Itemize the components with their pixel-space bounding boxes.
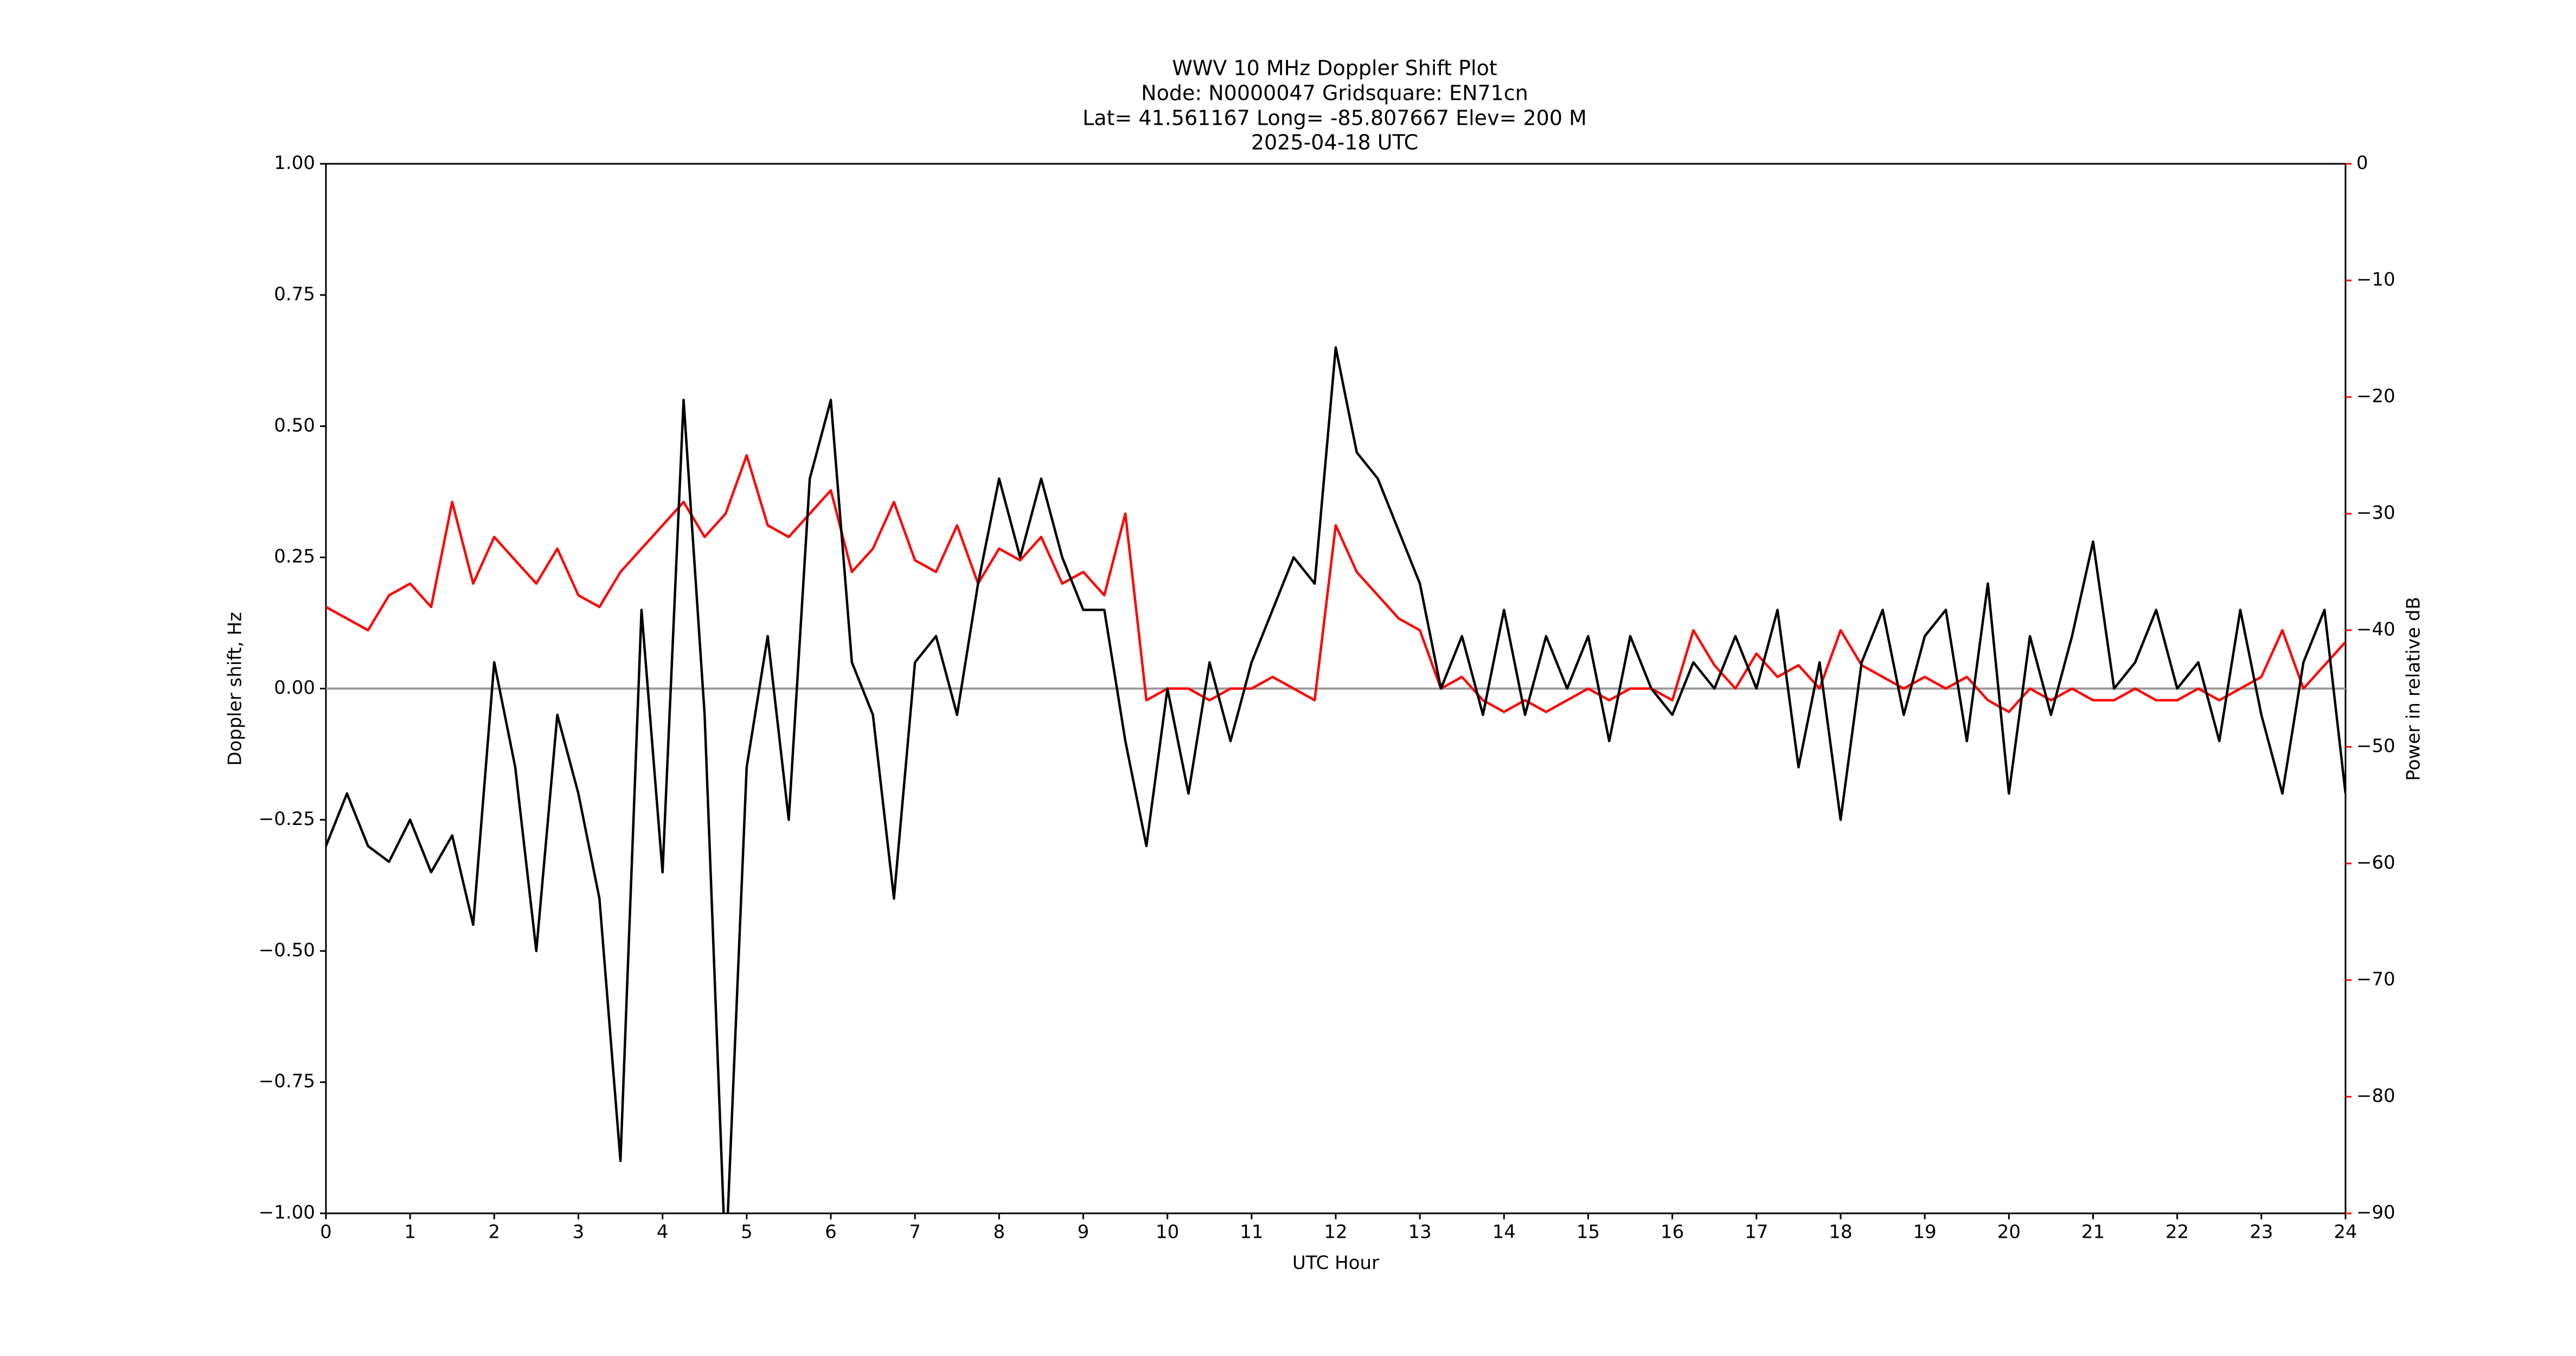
y2-tick-label: −70	[2356, 969, 2395, 990]
chart-subtitle: 2025-04-18 UTC	[1251, 131, 1418, 155]
x-tick-label: 1	[404, 1221, 416, 1243]
y-tick-label: 0.25	[274, 546, 315, 567]
y2-tick-label: 0	[2356, 152, 2368, 174]
y2-tick-label: −20	[2356, 386, 2395, 407]
x-tick-label: 20	[1997, 1221, 2021, 1243]
x-tick-label: 0	[320, 1221, 332, 1243]
y2-axis-label: Power in relative dB	[2403, 597, 2425, 781]
x-tick-label: 21	[2081, 1221, 2105, 1243]
x-tick-label: 7	[909, 1221, 921, 1243]
x-tick-label: 9	[1078, 1221, 1090, 1243]
x-tick-label: 14	[1492, 1221, 1516, 1243]
x-tick-label: 12	[1324, 1221, 1347, 1243]
y2-tick-label: −90	[2356, 1202, 2395, 1224]
chart-title: WWV 10 MHz Doppler Shift Plot	[1172, 56, 1497, 80]
y2-tick-label: −80	[2356, 1085, 2395, 1107]
x-tick-label: 3	[573, 1221, 585, 1243]
chart-subtitle: Node: N0000047 Gridsquare: EN71cn	[1141, 81, 1528, 105]
x-tick-label: 4	[657, 1221, 669, 1243]
x-axis-label: UTC Hour	[1292, 1252, 1379, 1274]
x-tick-label: 8	[994, 1221, 1005, 1243]
y2-tick-label: −30	[2356, 502, 2395, 524]
y2-tick-label: −50	[2356, 735, 2395, 757]
y2-tick-label: −60	[2356, 852, 2395, 874]
x-tick-label: 5	[741, 1221, 753, 1243]
y-tick-label: −1.00	[259, 1202, 315, 1224]
data-line	[326, 454, 2346, 713]
x-tick-label: 24	[2334, 1221, 2357, 1243]
x-tick-label: 18	[1829, 1221, 1852, 1243]
y-tick-label: −0.50	[259, 939, 315, 961]
y-tick-label: −0.75	[259, 1071, 315, 1092]
y-tick-label: 0.75	[274, 283, 315, 305]
y-tick-label: 0.00	[274, 677, 315, 699]
x-tick-label: 15	[1577, 1221, 1600, 1243]
x-tick-label: 11	[1240, 1221, 1263, 1243]
data-line	[326, 346, 2346, 1213]
x-tick-label: 2	[489, 1221, 501, 1243]
chart-subtitle: Lat= 41.561167 Long= -85.807667 Elev= 20…	[1082, 106, 1587, 130]
y-tick-label: 1.00	[274, 152, 315, 174]
y-tick-label: −0.25	[259, 808, 315, 830]
x-tick-label: 22	[2165, 1221, 2189, 1243]
x-tick-label: 6	[825, 1221, 837, 1243]
x-tick-label: 17	[1745, 1221, 1768, 1243]
x-tick-label: 23	[2250, 1221, 2273, 1243]
x-tick-label: 16	[1661, 1221, 1684, 1243]
y2-tick-label: −40	[2356, 619, 2395, 641]
y2-tick-label: −10	[2356, 269, 2395, 291]
x-tick-label: 10	[1156, 1221, 1179, 1243]
x-tick-label: 19	[1913, 1221, 1937, 1243]
y-tick-label: 0.50	[274, 414, 315, 436]
x-tick-label: 13	[1408, 1221, 1432, 1243]
y-axis-label: Doppler shift, Hz	[225, 612, 246, 766]
